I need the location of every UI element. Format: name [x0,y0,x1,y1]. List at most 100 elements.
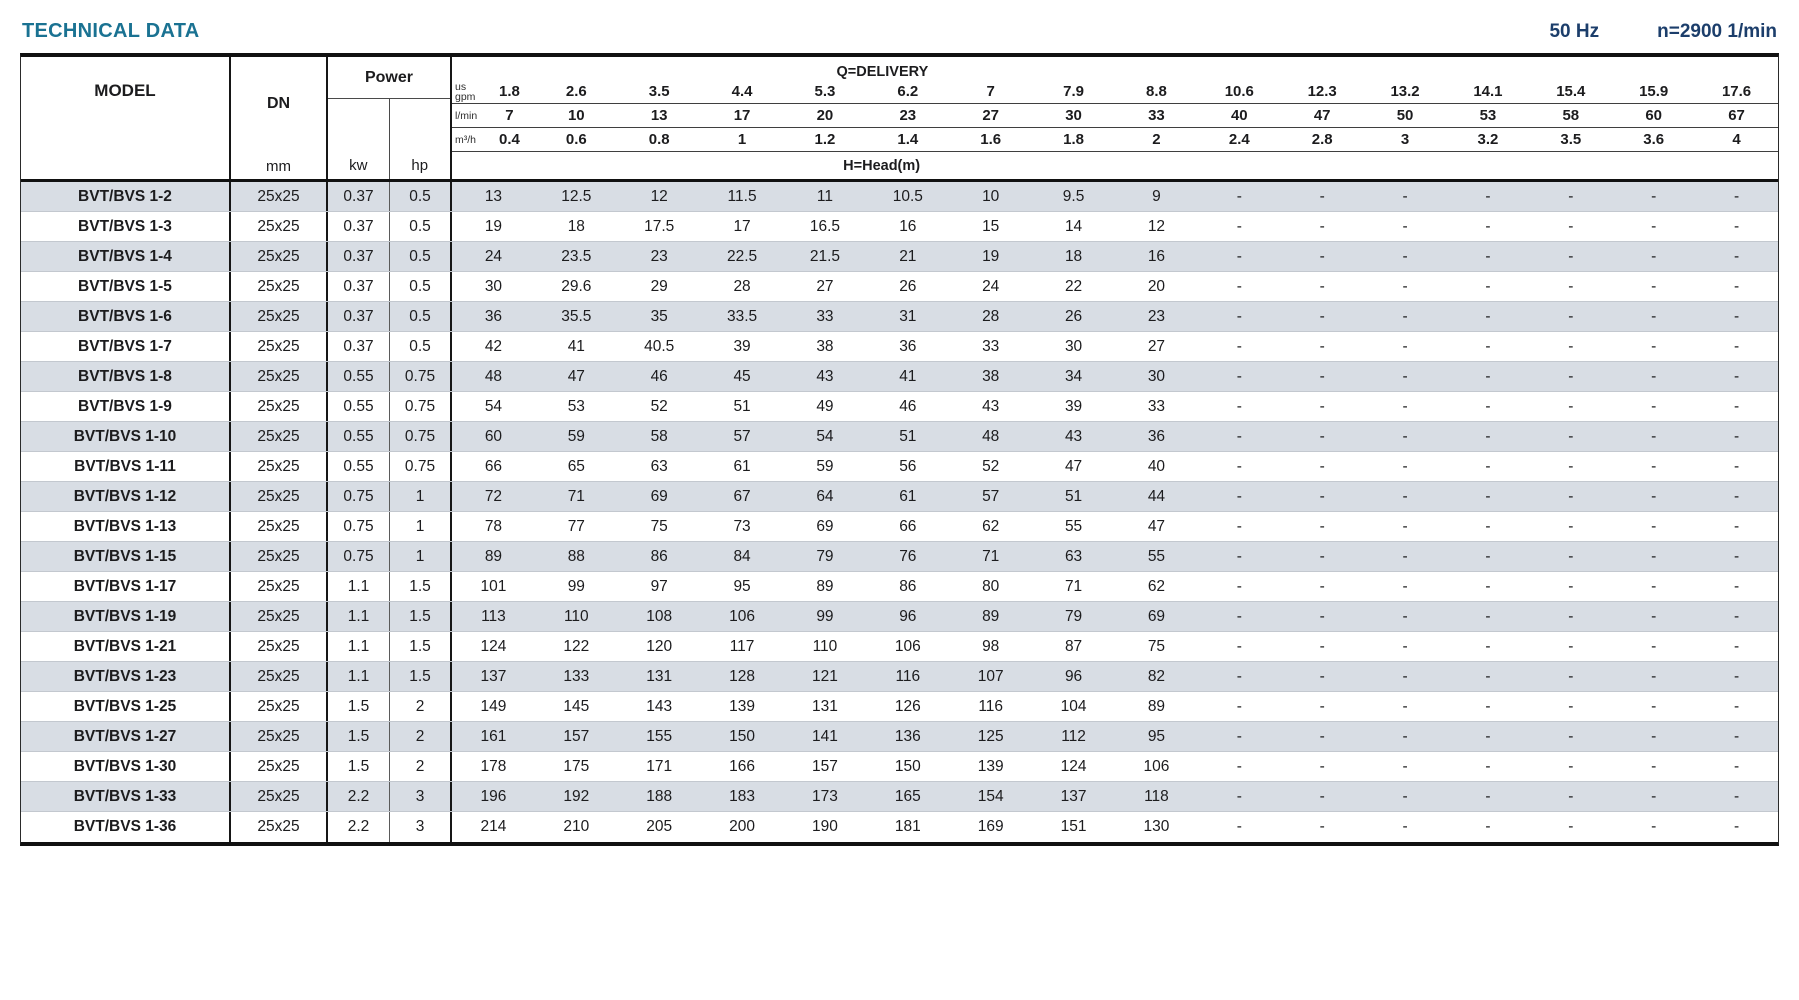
head-cell: 11 [816,187,833,205]
head-cell: - [1651,397,1657,415]
head-cell: - [1319,577,1325,595]
head-cell: - [1402,787,1408,805]
delivery-value-cell: 4.4 [701,80,784,103]
head-cell: 69 [650,487,668,505]
hp-cell: 1 [390,512,452,541]
table-row: BVT/BVS 1-17 25x25 1.1 1.5 101 99 97 95 89 86 80 71… [21,572,1778,602]
delivery-value-cell: 10.6 [1198,80,1281,103]
kw-cell: 0.75 [328,482,390,511]
table-row: BVT/BVS 1-12 25x25 0.75 1 72 71 69 67 64 61 57 51 44… [21,482,1778,512]
hp-cell: 0.5 [390,332,452,361]
dn-cell: 25x25 [231,572,328,601]
delivery-unit-rows: us gpm 1.8 2.6 3.5 4.4 5.3 6.2 7 7.9 8.8 10.6 12.3 13… [452,80,1778,152]
hp-cell: 0.5 [390,242,452,271]
head-cell: - [1236,427,1242,445]
table-row: BVT/BVS 1-4 25x25 0.37 0.5 24 23.5 23 22.5 21.5 2… [21,242,1778,272]
delivery-value: 17.6 [1721,83,1752,100]
hp-cell: 1.5 [390,662,452,691]
head-cell: 9 [1152,187,1161,205]
dn-cell: 25x25 [231,242,328,271]
frequency-label: 50 Hz [1549,21,1600,42]
head-cell: 12.5 [561,187,592,205]
speed-label: n=2900 1/min [1657,21,1777,42]
head-cell: - [1651,247,1657,265]
head-cell: 214 [480,818,507,835]
head-cell: 56 [899,457,917,475]
delivery-value-cell: 0.8 [618,128,701,151]
model-cell: BVT/BVS 1-7 [21,332,231,361]
head-cell: 33 [1147,397,1166,415]
head-cell: - [1402,577,1408,595]
head-cell: - [1402,457,1408,475]
kw-unit-label: kw [328,99,390,179]
delivery-value-cell: 3.5 [618,80,701,103]
head-cell: - [1236,487,1242,505]
delivery-value: 1.8 [499,83,520,100]
head-cell: - [1733,637,1740,655]
head-cell: - [1485,697,1491,715]
head-cell: - [1485,787,1491,805]
head-cell: 16.5 [809,217,841,235]
hp-cell: 2 [390,722,452,751]
head-cell: 44 [1147,487,1166,505]
head-cell: - [1568,457,1574,475]
delivery-value: 3 [1400,131,1410,148]
head-cell: 157 [812,757,838,775]
delivery-value-cell: 53 [1447,104,1530,127]
technical-data-table: MODEL DN mm Power kw hp Q=DELIVERY us gpm… [20,53,1779,846]
table-row: BVT/BVS 1-3 25x25 0.37 0.5 19 18 17.5 17 16.5 16 1… [21,212,1778,242]
head-cell: - [1568,487,1574,505]
delivery-value: 3.5 [648,83,670,100]
kw-cell: 0.55 [328,422,390,451]
dn-cell: 25x25 [231,662,328,691]
table-row: BVT/BVS 1-33 25x25 2.2 3 196 192 188 183 173 165 1… [21,782,1778,812]
head-cell: - [1651,517,1657,535]
dn-cell: 25x25 [231,512,328,541]
head-cell: - [1568,307,1574,325]
head-cell: 87 [1064,637,1083,655]
hp-cell: 0.75 [390,422,452,451]
hp-cell: 1 [390,542,452,571]
delivery-value-cell: 14.1 [1447,80,1530,103]
head-cell: - [1733,727,1740,745]
head-cell: - [1236,337,1242,355]
head-cell: - [1568,667,1574,685]
head-cell: 117 [729,637,755,655]
head-cell: 65 [567,457,585,475]
head-cell: 89 [1147,697,1166,715]
model-cell: BVT/BVS 1-2 [21,182,231,211]
head-cell: 73 [733,517,751,535]
delivery-value: 0.6 [565,131,587,148]
table-body: BVT/BVS 1-2 25x25 0.37 0.5 13 12.5 12 11.5 11 10.… [21,182,1778,842]
head-cell: 55 [1147,547,1166,565]
head-cell: - [1236,787,1242,805]
head-cell: 178 [480,757,507,775]
table-row: BVT/BVS 1-8 25x25 0.55 0.75 48 47 46 45 43 41 38 34… [21,362,1778,392]
head-cell: - [1402,487,1408,505]
head-cell: 47 [567,367,585,385]
model-cell: BVT/BVS 1-5 [21,272,231,301]
delivery-value-cell: 2 [1115,128,1198,151]
model-cell: BVT/BVS 1-11 [21,452,231,481]
head-cell: 97 [650,577,668,595]
head-cell: - [1485,547,1491,565]
head-cell: 33 [816,307,834,325]
head-cell: - [1402,727,1408,745]
table-row: BVT/BVS 1-10 25x25 0.55 0.75 60 59 58 57 54 51 48 4… [21,422,1778,452]
head-cell: - [1236,367,1242,385]
delivery-value: 30 [1065,107,1082,124]
head-cell: - [1236,247,1242,265]
head-cell: - [1402,427,1408,445]
head-cell: 183 [729,787,755,805]
kw-cell: 0.37 [328,212,390,241]
hp-cell: 3 [390,782,452,811]
hp-cell: 1.5 [390,602,452,631]
head-cell: 33.5 [726,307,758,325]
model-cell: BVT/BVS 1-36 [21,812,231,842]
delivery-value: 1 [737,131,747,148]
delivery-value-cell: us gpm 1.8 [452,80,535,103]
head-cell: 61 [899,487,917,505]
head-cell: - [1236,217,1242,235]
model-cell: BVT/BVS 1-4 [21,242,231,271]
head-cell: - [1568,727,1574,745]
